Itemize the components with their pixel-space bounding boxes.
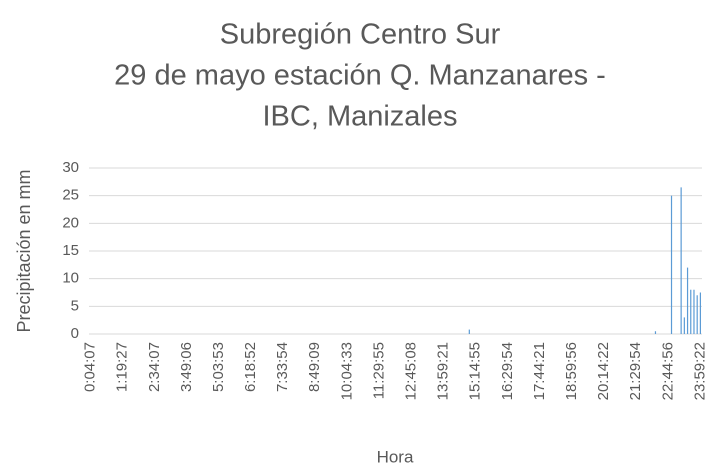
- x-tick-label: 15:14:55: [467, 342, 484, 400]
- x-tick-label: 6:18:52: [242, 342, 259, 392]
- y-tick-label: 25: [62, 187, 79, 204]
- x-tick-label: 1:19:27: [114, 342, 131, 392]
- y-tick-label: 5: [71, 297, 79, 314]
- chart-title: 29 de mayo estación Q. Manzanares -: [114, 60, 606, 92]
- x-tick-label: 3:49:06: [178, 342, 195, 392]
- y-tick-label: 15: [62, 242, 79, 259]
- x-tick-label: 13:59:21: [435, 342, 452, 400]
- x-tick-label: 17:44:21: [531, 342, 548, 400]
- chart-title: IBC, Manizales: [262, 101, 457, 133]
- bar: [699, 292, 701, 334]
- x-tick-label: 23:59:22: [691, 342, 708, 400]
- x-tick-label: 8:49:09: [306, 342, 323, 392]
- bar: [683, 317, 685, 334]
- x-tick-label: 16:29:54: [499, 342, 516, 400]
- x-tick-label: 2:34:07: [146, 342, 163, 392]
- y-tick-label: 20: [62, 214, 79, 231]
- x-tick-label: 7:33:54: [274, 342, 291, 392]
- bar: [670, 195, 673, 334]
- y-tick-label: 30: [62, 159, 79, 176]
- chart-title: Subregión Centro Sur: [220, 19, 501, 51]
- x-tick-label: 12:45:08: [403, 342, 420, 400]
- x-tick-label: 0:04:07: [82, 342, 99, 392]
- y-tick-label: 10: [62, 270, 79, 287]
- x-tick-label: 11:29:55: [370, 342, 387, 399]
- x-tick-label: 20:14:22: [595, 342, 612, 400]
- bar: [696, 295, 698, 334]
- bar: [693, 289, 695, 334]
- bar: [686, 267, 689, 334]
- x-axis-label: Hora: [377, 447, 414, 466]
- x-tick-label: 10:04:33: [338, 342, 355, 400]
- y-axis-label: Precipitación en mm: [14, 169, 34, 332]
- x-tick-label: 5:03:53: [210, 342, 227, 392]
- x-tick-label: 18:59:56: [563, 342, 580, 400]
- y-tick-label: 0: [71, 325, 79, 342]
- bar: [654, 331, 657, 334]
- x-tick-label: 21:29:54: [627, 342, 644, 400]
- x-tick-label: 22:44:56: [659, 342, 676, 400]
- bar: [680, 187, 682, 334]
- bar: [468, 329, 470, 334]
- bar: [690, 289, 692, 334]
